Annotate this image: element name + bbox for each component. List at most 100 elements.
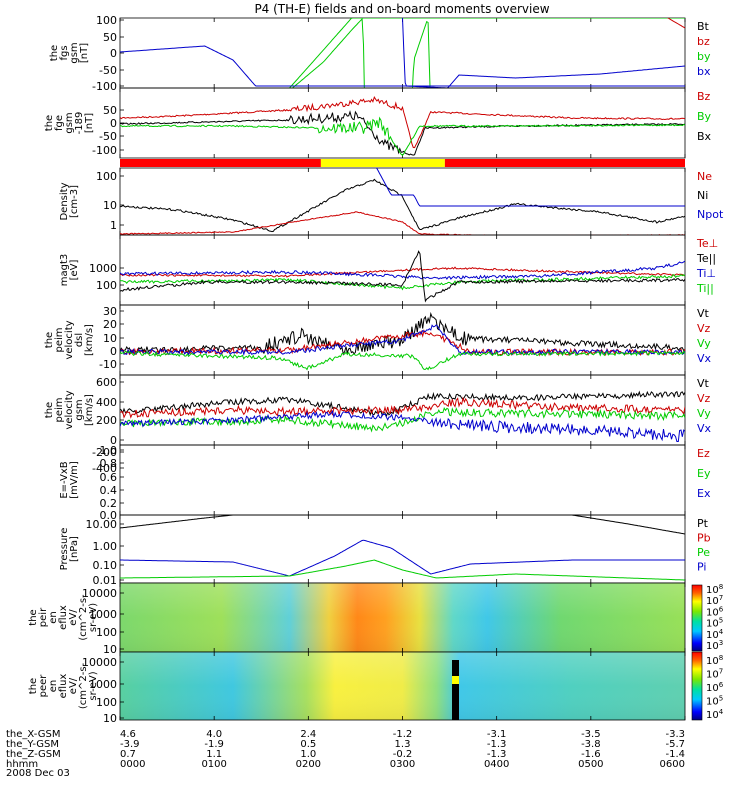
panel-1: 100 50 0 -50 -100 the fgs gsm [nT] Bt bz by bx bbox=[49, 14, 711, 93]
x-row-label: hhmm bbox=[6, 759, 38, 770]
y-axis-label: fge bbox=[54, 115, 65, 131]
legend-Vy: Vy bbox=[697, 337, 711, 350]
y-tick-label: 10 bbox=[103, 332, 117, 345]
x-row-value: -5.7 bbox=[665, 739, 685, 750]
mode-segment bbox=[320, 159, 445, 167]
legend-Vt: Vt bbox=[697, 377, 710, 390]
x-row-value: 4.6 bbox=[120, 729, 136, 740]
y-tick-label: 100 bbox=[96, 696, 117, 709]
y-axis-label: peer bbox=[38, 674, 49, 698]
x-row-value: -1.3 bbox=[487, 749, 507, 760]
y-tick-label: 100 bbox=[96, 170, 117, 183]
legend-Vy: Vy bbox=[697, 407, 711, 420]
legend-Bx: Bx bbox=[697, 130, 712, 143]
y-tick-label: 0.8 bbox=[100, 457, 118, 470]
colorbar-10-scale bbox=[691, 584, 703, 652]
y-axis-label: eflux bbox=[58, 674, 69, 699]
heatmap-gap bbox=[452, 660, 459, 720]
y-tick-label: 30 bbox=[103, 305, 117, 318]
y-tick-label: 0 bbox=[110, 117, 117, 130]
y-axis-label: gsm bbox=[64, 112, 75, 133]
y-tick-label: 10 bbox=[103, 712, 117, 725]
x-row-value: 0.5 bbox=[300, 739, 316, 750]
legend-Te⊥: Te⊥ bbox=[696, 237, 718, 250]
series-line bbox=[401, 18, 685, 88]
y-tick-label: 1000 bbox=[89, 262, 117, 275]
legend-Te||: Te|| bbox=[696, 252, 716, 265]
legend-Pe: Pe bbox=[697, 546, 710, 559]
x-row-label: the_X-GSM bbox=[6, 729, 60, 740]
y-axis-label: eflux bbox=[58, 605, 69, 630]
y-axis-label: Pressure bbox=[59, 528, 70, 571]
x-row-value: -1.3 bbox=[487, 739, 507, 750]
x-row-value: -0.2 bbox=[393, 749, 413, 760]
series-lines bbox=[120, 515, 685, 581]
legend-Vx: Vx bbox=[697, 352, 712, 365]
panel-7: 600 400 200 0-200 -400 the peim velocity gsm [km/… bbox=[44, 374, 712, 475]
x-row-value: 0600 bbox=[660, 759, 685, 770]
x-row-value: -1.9 bbox=[204, 739, 224, 750]
y-axis-label: [nPa] bbox=[69, 536, 80, 562]
panel-frame bbox=[119, 167, 686, 236]
series-line bbox=[120, 396, 685, 419]
y-tick-label: 600 bbox=[96, 376, 117, 389]
y-axis-label: peim bbox=[54, 327, 65, 352]
x-row-value: 0.7 bbox=[120, 749, 136, 760]
heatmap-shade bbox=[120, 652, 685, 720]
series-line bbox=[120, 350, 685, 371]
y-axis-label: peim bbox=[54, 397, 65, 422]
panel-4: 100 10 1 Density [cm-3] Ne Ni Npot bbox=[59, 167, 724, 236]
y-tick-label: 0 bbox=[110, 345, 117, 358]
y-tick-label: 1000 bbox=[89, 678, 117, 691]
y-axis-label: fgs bbox=[59, 45, 70, 60]
x-row-value: -1.6 bbox=[581, 749, 601, 760]
legend-Pb: Pb bbox=[697, 532, 711, 545]
series-line bbox=[120, 96, 685, 149]
x-row-value: 0400 bbox=[484, 759, 509, 770]
series-line bbox=[120, 178, 685, 233]
panel-frame bbox=[119, 304, 686, 376]
heatmap-shade bbox=[120, 583, 685, 652]
legend-Ti||: Ti|| bbox=[696, 282, 714, 295]
y-tick-label: 0.10 bbox=[93, 559, 118, 572]
y-axis-label: en bbox=[48, 611, 59, 624]
y-axis-label: (cm^2-s- bbox=[78, 594, 89, 641]
y-axis-label: en bbox=[48, 680, 59, 693]
legend-bz: bz bbox=[697, 35, 710, 48]
y-axis-label: dsl bbox=[74, 333, 85, 347]
series-line bbox=[120, 116, 685, 156]
y-tick-label: 100 bbox=[96, 14, 117, 27]
y-axis-label: [nT] bbox=[79, 43, 90, 63]
series-lines bbox=[120, 168, 685, 235]
x-row-label: the_Z-GSM bbox=[6, 749, 61, 760]
legend-Ey: Ey bbox=[697, 467, 711, 480]
x-row-value: 0200 bbox=[296, 759, 321, 770]
y-tick-label: 400 bbox=[96, 396, 117, 409]
y-tick-label: 50 bbox=[103, 31, 117, 44]
panel-frame bbox=[119, 444, 686, 516]
y-tick-label: 1 bbox=[110, 219, 117, 232]
y-axis-label: [mV/m] bbox=[69, 461, 80, 499]
y-tick-label: 10000 bbox=[82, 587, 117, 600]
y-tick-label: -100 bbox=[92, 144, 117, 157]
panel-10: 10000 1000 100 10 the peir en eflux eV/(cm^2-s-s… bbox=[28, 582, 686, 656]
mode-segment bbox=[120, 159, 321, 167]
series-line bbox=[120, 260, 685, 280]
y-tick-label: -200 bbox=[92, 446, 117, 459]
y-tick-label: 20 bbox=[103, 318, 117, 331]
mode-segment bbox=[444, 159, 685, 167]
y-axis-label: the bbox=[28, 609, 39, 625]
y-axis-label: [km/s] bbox=[84, 394, 95, 426]
y-tick-label: 100 bbox=[96, 279, 117, 292]
y-tick-label: 0.2 bbox=[100, 497, 118, 510]
series-line bbox=[120, 324, 685, 357]
x-row-value: 0300 bbox=[390, 759, 415, 770]
x-row-value: 4.0 bbox=[206, 729, 222, 740]
y-axis-label: [km/s] bbox=[84, 324, 95, 356]
y-axis-label: -189 bbox=[74, 112, 85, 135]
y-tick-label: 200 bbox=[96, 414, 117, 427]
y-tick-label: 0.4 bbox=[100, 484, 118, 497]
legend-Vz: Vz bbox=[697, 392, 711, 405]
